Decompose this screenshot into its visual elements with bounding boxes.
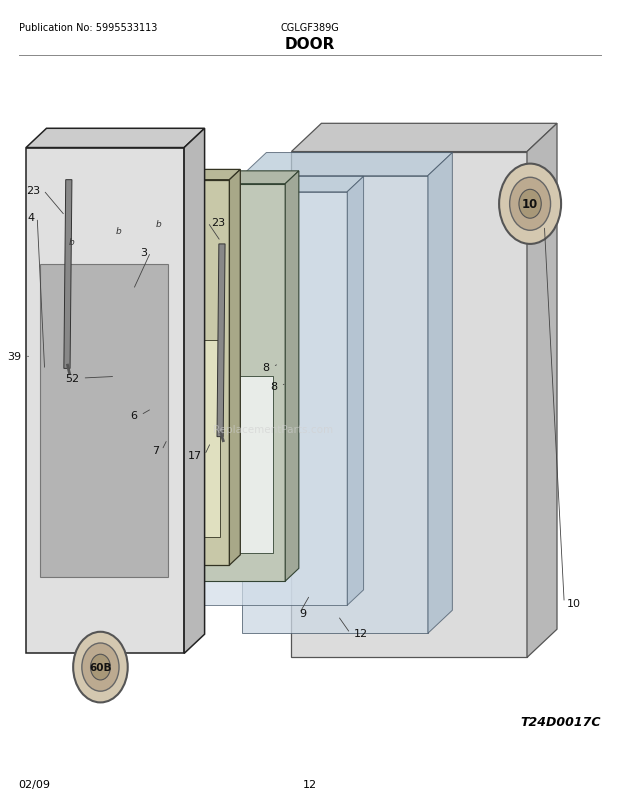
Circle shape xyxy=(510,178,551,231)
Polygon shape xyxy=(64,180,72,369)
Text: DOOR: DOOR xyxy=(285,37,335,51)
Polygon shape xyxy=(291,124,557,152)
Polygon shape xyxy=(158,184,285,581)
Text: 9: 9 xyxy=(299,609,306,618)
Polygon shape xyxy=(40,265,168,577)
Text: 12: 12 xyxy=(303,780,317,789)
Polygon shape xyxy=(184,129,205,654)
Text: 23: 23 xyxy=(26,186,40,196)
Polygon shape xyxy=(347,177,363,606)
Text: 23: 23 xyxy=(211,218,225,228)
Text: 39: 39 xyxy=(7,352,22,362)
Text: 3: 3 xyxy=(141,248,148,257)
Polygon shape xyxy=(428,153,453,634)
Text: 17: 17 xyxy=(187,451,202,460)
Text: 10: 10 xyxy=(522,198,538,211)
Polygon shape xyxy=(285,172,299,581)
Polygon shape xyxy=(115,170,241,180)
Text: 4: 4 xyxy=(27,213,34,223)
Text: b: b xyxy=(68,237,74,247)
Polygon shape xyxy=(242,176,428,634)
Text: CGLGF389G: CGLGF389G xyxy=(281,23,339,33)
Circle shape xyxy=(82,643,119,691)
Text: T24D0017C: T24D0017C xyxy=(521,715,601,728)
Text: 8: 8 xyxy=(263,363,270,372)
Polygon shape xyxy=(115,180,229,565)
Polygon shape xyxy=(158,172,299,184)
Polygon shape xyxy=(291,152,527,658)
Polygon shape xyxy=(170,377,273,553)
Text: 12: 12 xyxy=(353,629,368,638)
Text: 7: 7 xyxy=(152,446,159,456)
Polygon shape xyxy=(26,148,184,654)
Text: ReplacementParts.com: ReplacementParts.com xyxy=(213,424,333,434)
Polygon shape xyxy=(26,129,205,148)
Polygon shape xyxy=(242,153,453,176)
Text: b: b xyxy=(155,220,161,229)
Text: Publication No: 5995533113: Publication No: 5995533113 xyxy=(19,23,157,33)
Circle shape xyxy=(73,632,128,703)
Polygon shape xyxy=(229,170,241,565)
Text: b: b xyxy=(116,226,122,236)
Text: 8: 8 xyxy=(271,382,278,391)
Text: 52: 52 xyxy=(65,374,79,383)
Circle shape xyxy=(91,654,110,680)
Text: 60B: 60B xyxy=(89,662,112,672)
Circle shape xyxy=(519,190,541,219)
Polygon shape xyxy=(217,245,225,437)
Polygon shape xyxy=(124,341,220,537)
Polygon shape xyxy=(527,124,557,658)
Text: 6: 6 xyxy=(131,411,138,420)
Polygon shape xyxy=(202,192,347,606)
Polygon shape xyxy=(202,177,363,192)
Text: 02/09: 02/09 xyxy=(19,780,51,789)
Circle shape xyxy=(499,164,561,245)
Text: 10: 10 xyxy=(567,598,582,608)
